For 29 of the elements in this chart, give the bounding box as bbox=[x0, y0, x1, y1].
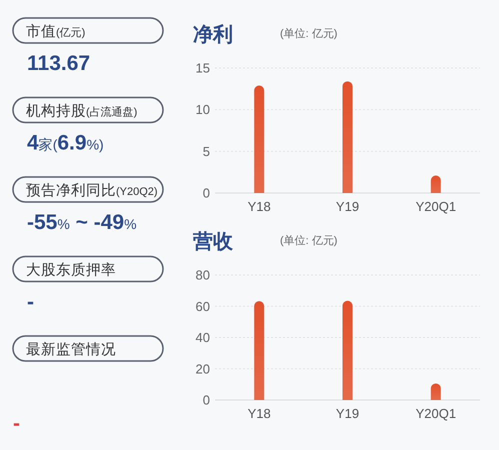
x-tick-label: Y18 bbox=[248, 406, 271, 421]
y-tick-label: 5 bbox=[202, 144, 210, 159]
y-tick-label: 10 bbox=[196, 102, 210, 118]
chart-title: 营收 bbox=[192, 231, 234, 253]
text: - bbox=[27, 290, 34, 314]
text: 113.67 bbox=[27, 52, 90, 75]
chart-subtitle: (单位: 亿元) bbox=[280, 27, 338, 40]
y-tick-label: 0 bbox=[202, 392, 210, 408]
text: -55% ~ -49% bbox=[27, 211, 137, 234]
x-tick-label: Y20Q1 bbox=[416, 199, 456, 214]
text: 市值(亿元) bbox=[26, 23, 86, 40]
chart-title: 净利 bbox=[193, 23, 233, 46]
y-tick-label: 80 bbox=[196, 268, 210, 282]
text: 4家(6.9%) bbox=[27, 132, 104, 154]
y-tick-label: 40 bbox=[196, 330, 210, 345]
text: - bbox=[13, 412, 20, 435]
x-tick-label: Y18 bbox=[248, 199, 271, 214]
x-tick-label: Y19 bbox=[336, 406, 360, 421]
y-tick-label: 20 bbox=[196, 361, 210, 376]
text: 最新监管情况 bbox=[26, 341, 116, 358]
x-tick-label: Y19 bbox=[336, 199, 360, 214]
chart-subtitle: (单位: 亿元) bbox=[280, 234, 338, 247]
text: 大股东质押率 bbox=[26, 262, 116, 278]
y-tick-label: 60 bbox=[196, 298, 210, 314]
x-tick-label: Y20Q1 bbox=[416, 406, 456, 421]
y-tick-label: 0 bbox=[202, 186, 210, 200]
text: 机构持股(占流通盘) bbox=[26, 102, 138, 120]
text: 预告净利同比(Y20Q2) bbox=[26, 182, 158, 199]
y-tick-label: 15 bbox=[196, 60, 210, 76]
